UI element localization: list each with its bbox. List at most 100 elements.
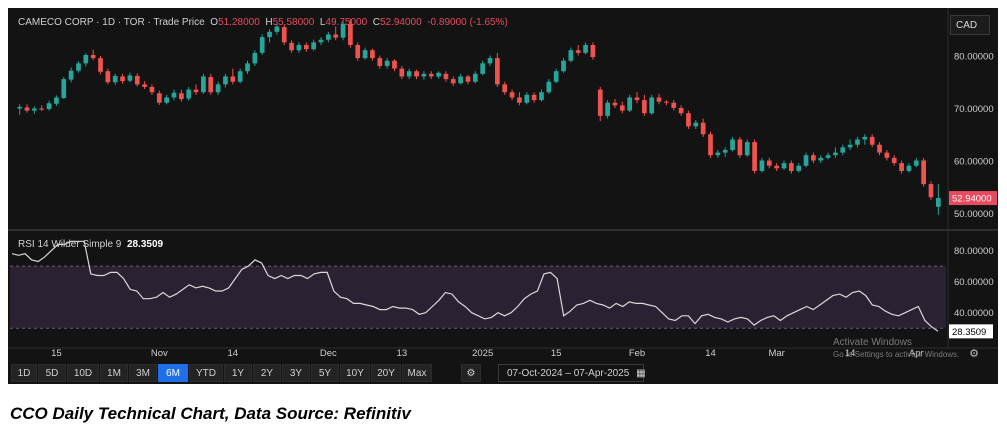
candle-body [605, 102, 610, 116]
range-button-max[interactable]: Max [402, 364, 432, 382]
candle-layer [17, 18, 941, 215]
candle-body [318, 39, 324, 43]
range-button-2y[interactable]: 2Y [253, 364, 281, 382]
candle-body [54, 97, 59, 104]
candle-body [583, 44, 588, 53]
currency-button[interactable]: CAD [950, 15, 990, 35]
candle-28 [223, 73, 228, 88]
candle-body [17, 106, 23, 109]
range-button-3y[interactable]: 3Y [282, 364, 310, 382]
candle-2 [32, 106, 37, 114]
candle-22 [179, 89, 184, 102]
candle-71 [539, 89, 544, 102]
candle-17 [142, 81, 147, 90]
candle-0 [17, 104, 23, 115]
candle-37 [289, 40, 294, 53]
axis-layer: 50.00000 60.00000 70.00000 80.00000 52.94000… [51, 52, 997, 360]
range-button-1y[interactable]: 1Y [224, 364, 252, 382]
candle-94 [708, 131, 713, 158]
range-button-6m[interactable]: 6M [158, 364, 188, 382]
time-tick-label-9: Mar [768, 348, 784, 359]
candle-body [766, 160, 772, 166]
chart-svg: 50.00000 60.00000 70.00000 80.00000 52.94000… [8, 8, 998, 360]
grid-layer [8, 8, 998, 349]
candle-body [781, 163, 787, 169]
candle-1 [24, 104, 30, 113]
candle-body [502, 84, 508, 93]
range-button-10y[interactable]: 10Y [340, 364, 370, 382]
price-legend: CAMECO CORP · 1D · TOR · Trade Price O51… [18, 17, 508, 28]
calendar-icon: ▦ [636, 368, 646, 379]
candle-body [149, 86, 155, 93]
candle-6 [61, 77, 67, 100]
candle-body [906, 165, 912, 171]
candle-69 [524, 92, 530, 105]
candle-58 [443, 71, 449, 82]
range-button-5y[interactable]: 5Y [311, 364, 339, 382]
candle-body [553, 71, 559, 82]
candle-15 [127, 72, 133, 83]
date-range-picker[interactable]: 07-Oct-2024 – 07-Apr-2025 ▦ [498, 364, 646, 382]
toolbar-settings-icon[interactable]: ⚙ [461, 364, 481, 382]
candle-body [289, 42, 294, 51]
candle-102 [766, 157, 772, 169]
candle-body [171, 92, 177, 98]
candle-body [436, 72, 441, 77]
candle-56 [428, 71, 434, 80]
candle-body [818, 157, 824, 161]
candle-90 [678, 105, 684, 116]
range-button-1d[interactable]: 1D [11, 364, 37, 382]
candle-35 [274, 23, 280, 35]
candle-body [642, 100, 647, 114]
candle-body [237, 71, 243, 82]
candle-105 [788, 160, 794, 174]
candle-body [862, 136, 868, 140]
candle-body [803, 155, 809, 166]
time-tick-label-5: 2025 [472, 348, 493, 359]
candle-body [884, 152, 890, 158]
to-date: 07-Apr-2025 [573, 368, 630, 379]
range-button-5d[interactable]: 5D [38, 364, 66, 382]
range-button-20y[interactable]: 20Y [371, 364, 401, 382]
candle-41 [318, 37, 324, 45]
range-button-10d[interactable]: 10D [67, 364, 99, 382]
candle-114 [855, 136, 860, 148]
candle-body [399, 68, 405, 77]
time-tick-label-6: 15 [551, 348, 562, 359]
time-tick-label-0: 15 [51, 348, 62, 359]
candle-77 [583, 42, 588, 55]
candle-109 [818, 155, 824, 164]
candle-108 [811, 152, 816, 164]
candle-body [664, 101, 669, 103]
candle-body [296, 44, 302, 51]
time-tick-label-2: 14 [228, 348, 239, 359]
candle-38 [296, 42, 302, 53]
candle-body [201, 76, 206, 93]
candle-body [61, 79, 67, 98]
range-button-ytd[interactable]: YTD [189, 364, 223, 382]
candle-body [245, 63, 250, 72]
candle-97 [730, 136, 735, 152]
candle-body [752, 142, 757, 171]
candle-39 [303, 42, 309, 52]
time-tick-label-11: Apr [909, 348, 924, 359]
candle-body [891, 157, 897, 164]
candle-body [68, 70, 74, 80]
candle-body [83, 54, 89, 64]
close-label: C [372, 17, 380, 28]
candle-body [443, 73, 449, 80]
candle-body [825, 155, 831, 158]
open-value: 51.28000 [218, 17, 260, 28]
candle-body [414, 71, 419, 77]
range-button-3m[interactable]: 3M [129, 364, 157, 382]
candle-92 [693, 120, 699, 129]
candle-113 [847, 139, 853, 150]
rsi-last-badge [949, 324, 993, 339]
range-button-1m[interactable]: 1M [100, 364, 128, 382]
rsi-value: 28.3509 [126, 239, 164, 250]
candle-body [678, 107, 684, 114]
candle-body [627, 97, 633, 111]
candle-16 [134, 73, 140, 87]
candle-61 [465, 74, 471, 85]
candle-body [700, 122, 706, 135]
